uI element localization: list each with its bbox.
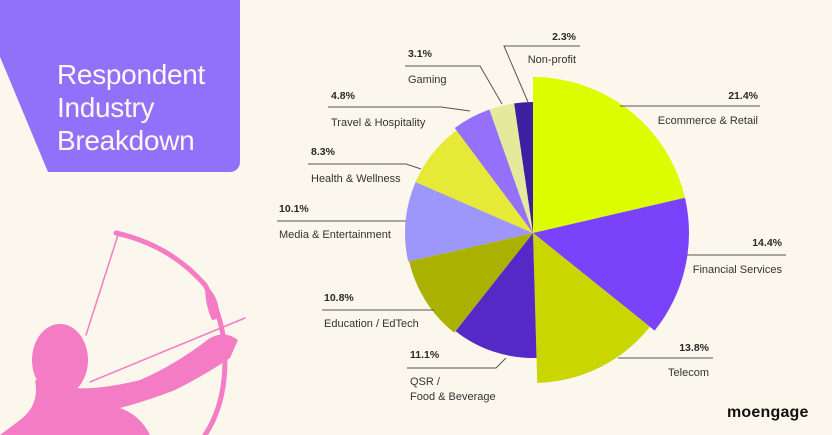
slice-label: Food & Beverage	[410, 391, 496, 403]
slice-percentage: 10.8%	[324, 292, 354, 304]
slice-label: Media & Entertainment	[279, 229, 391, 241]
archer-illustration	[0, 230, 246, 435]
slice-label: Non-profit	[528, 54, 576, 66]
slice-label: Ecommerce & Retail	[658, 115, 758, 127]
title-line-3: Breakdown	[57, 125, 195, 156]
moengage-logo: moengage	[727, 404, 809, 421]
slice-percentage: 3.1%	[408, 48, 433, 60]
slice-label: Telecom	[668, 367, 709, 379]
pie-slice-gaming	[489, 103, 533, 233]
leader-line	[405, 65, 503, 105]
pie-slice-education-edtech	[409, 233, 533, 333]
title-card	[0, 0, 240, 172]
leader-line	[503, 45, 580, 103]
slice-percentage: 10.1%	[279, 203, 309, 215]
pie-slice-health-wellness	[415, 130, 533, 233]
title-line-2: Industry	[57, 92, 155, 123]
slice-percentage: 4.8%	[331, 90, 356, 102]
slice-percentage: 13.8%	[679, 342, 709, 354]
pie-slice-qsr-food-beverage	[455, 233, 537, 358]
pie-labels: 21.4% Ecommerce & Retail 14.4% Financial Se…	[277, 31, 786, 403]
pie-slice-telecom	[533, 233, 650, 383]
pie-slice-non-profit	[514, 102, 533, 233]
slice-percentage: 21.4%	[728, 90, 758, 102]
pie-slice-ecommerce-retail	[533, 77, 685, 233]
slice-label: Travel & Hospitality	[331, 117, 426, 129]
slice-label: Financial Services	[693, 264, 783, 276]
slice-percentage: 14.4%	[752, 237, 782, 249]
leader-line	[407, 357, 507, 369]
slice-label: Health & Wellness	[311, 173, 401, 185]
pie-slice-media-entertainment	[405, 182, 533, 262]
slice-label: Gaming	[408, 74, 447, 86]
pie-slice-travel-hospitality	[454, 109, 533, 233]
leader-line	[308, 163, 422, 170]
slice-label: QSR /	[410, 376, 441, 388]
page-title: Respondent Industry Breakdown	[57, 58, 205, 157]
slice-label: Education / EdTech	[324, 318, 419, 330]
leader-line	[328, 106, 471, 112]
slice-percentage: 11.1%	[410, 349, 440, 361]
pie-slices	[405, 77, 689, 383]
slice-percentage: 2.3%	[552, 31, 577, 43]
slice-percentage: 8.3%	[311, 146, 336, 158]
title-line-1: Respondent	[57, 59, 206, 90]
pie-slice-financial-services	[533, 197, 689, 331]
